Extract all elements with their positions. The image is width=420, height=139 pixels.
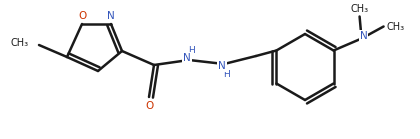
Text: N: N (218, 61, 226, 71)
Text: CH₃: CH₃ (11, 38, 29, 48)
Text: O: O (145, 101, 153, 111)
Text: O: O (78, 11, 86, 21)
Text: H: H (223, 70, 231, 79)
Text: N: N (107, 11, 115, 21)
Text: CH₃: CH₃ (351, 3, 369, 13)
Text: N: N (360, 30, 368, 40)
Text: H: H (188, 45, 194, 54)
Text: CH₃: CH₃ (386, 22, 404, 32)
Text: N: N (183, 53, 191, 63)
